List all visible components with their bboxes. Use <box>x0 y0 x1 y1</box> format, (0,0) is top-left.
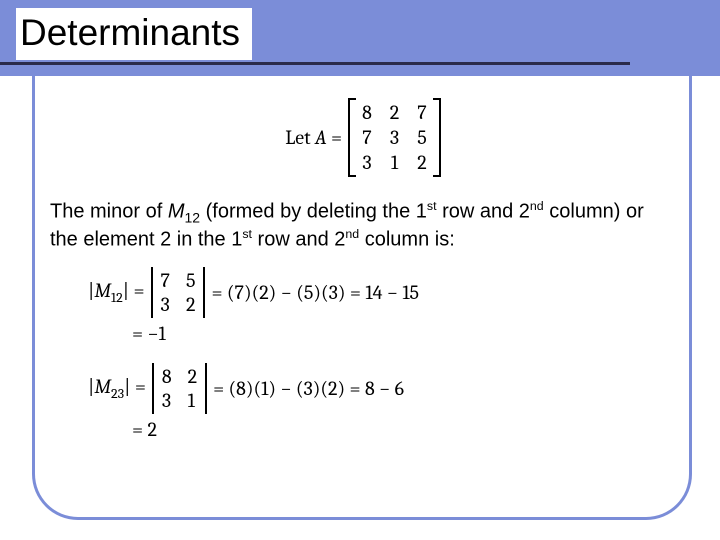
cell: 2 <box>417 151 427 174</box>
cell: 3 <box>362 151 372 174</box>
cell: 1 <box>390 151 399 174</box>
det-2x2: 75 32 <box>151 267 206 318</box>
matrix-A: 8 2 7 7 3 5 3 1 2 <box>348 98 441 177</box>
cell: 8 <box>362 101 372 124</box>
cell: 2 <box>390 101 399 124</box>
cell: 5 <box>417 126 427 149</box>
matrix-definition: Let A = 8 2 7 7 3 5 3 1 2 <box>50 98 676 177</box>
eq-rhs: = (7)(2) − (5)(3) = 14 − 15 <box>211 281 419 304</box>
title-underline <box>0 62 630 65</box>
cell: 3 <box>390 126 399 149</box>
equation-M12: |M12| = 75 32 = (7)(2) − (5)(3) = 14 − 1… <box>88 267 676 345</box>
cell: 7 <box>417 101 427 124</box>
cell: 7 <box>362 126 372 149</box>
equation-M23: |M23| = 82 31 = (8)(1) − (3)(2) = 8 − 6 … <box>88 363 676 441</box>
eq-rhs: = (8)(1) − (3)(2) = 8 − 6 <box>213 377 404 400</box>
eq-result: = 2 <box>132 418 676 441</box>
slide-content: Let A = 8 2 7 7 3 5 3 1 2 The minor of M… <box>50 90 676 510</box>
det-2x2: 82 31 <box>152 363 207 414</box>
eq-result: = −1 <box>132 322 676 345</box>
description-paragraph: The minor of M12 (formed by deleting the… <box>50 199 676 253</box>
let-label: Let A = <box>285 126 342 149</box>
slide-title: Determinants <box>16 8 252 60</box>
